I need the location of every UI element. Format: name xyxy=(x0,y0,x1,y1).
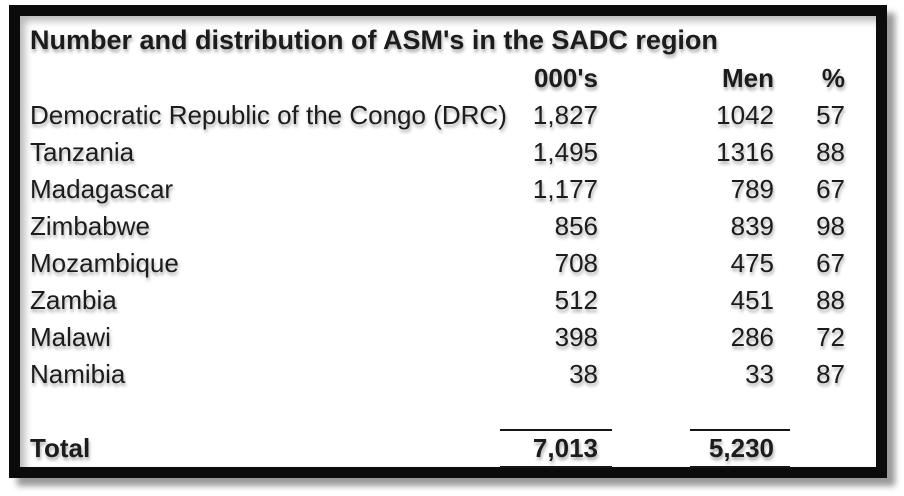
percent-cell: 57 xyxy=(816,100,845,130)
percent-cell: 98 xyxy=(816,211,845,241)
men-cell: 839 xyxy=(730,211,774,241)
men-cell: 1316 xyxy=(716,137,774,167)
total-label: Total xyxy=(30,433,91,463)
men-cell: 1042 xyxy=(716,100,774,130)
header-percent: % xyxy=(821,63,845,93)
thousands-cell: 512 xyxy=(554,285,598,315)
country-cell: Tanzania xyxy=(30,137,135,167)
header-country xyxy=(20,60,500,97)
country-cell: Zambia xyxy=(30,285,117,315)
men-cell: 451 xyxy=(730,285,774,315)
percent-cell: 87 xyxy=(816,359,845,389)
percent-cell: 88 xyxy=(816,137,845,167)
table-row: Madagascar 1,177 789 67 xyxy=(20,171,850,208)
men-total-rule xyxy=(690,393,790,431)
country-cell: Namibia xyxy=(30,359,126,389)
country-cell: Madagascar xyxy=(30,174,174,204)
header-gap-2 xyxy=(790,60,800,97)
table-row: Zambia 512 451 88 xyxy=(20,282,850,319)
header-men: Men xyxy=(722,63,774,93)
percent-cell: 88 xyxy=(816,285,845,315)
men-cell: 33 xyxy=(745,359,774,389)
thousands-total-rule xyxy=(500,393,612,431)
table-row: Tanzania 1,495 1316 88 xyxy=(20,134,850,171)
percent-cell: 67 xyxy=(816,248,845,278)
thousands-cell: 38 xyxy=(569,359,598,389)
asm-table-frame: Number and distribution of ASM's in the … xyxy=(9,5,887,478)
country-cell: Zimbabwe xyxy=(30,211,150,241)
total-men: 5,230 xyxy=(690,430,790,468)
percent-cell: 72 xyxy=(816,322,845,352)
percent-cell: 67 xyxy=(816,174,845,204)
country-cell: Democratic Republic of the Congo (DRC) xyxy=(30,100,507,130)
total-row: Total 7,013 5,230 xyxy=(20,430,850,468)
table-row: Zimbabwe 856 839 98 xyxy=(20,208,850,245)
totals-separator-row xyxy=(20,393,850,431)
total-thousands: 7,013 xyxy=(500,430,612,468)
header-thousands: 000's xyxy=(533,63,598,93)
table-row: Malawi 398 286 72 xyxy=(20,319,850,356)
thousands-cell: 708 xyxy=(554,248,598,278)
men-cell: 789 xyxy=(730,174,774,204)
asm-table-content: Number and distribution of ASM's in the … xyxy=(20,16,876,468)
men-cell: 475 xyxy=(730,248,774,278)
men-cell: 286 xyxy=(730,322,774,352)
country-cell: Malawi xyxy=(30,322,111,352)
table-title: Number and distribution of ASM's in the … xyxy=(30,25,718,55)
header-gap-1 xyxy=(612,60,690,97)
table-row: Namibia 38 33 87 xyxy=(20,356,850,393)
asm-table: 000's Men % Democratic Republic of the C… xyxy=(20,60,850,468)
table-row: Mozambique 708 475 67 xyxy=(20,245,850,282)
thousands-cell: 1,495 xyxy=(532,137,598,167)
thousands-cell: 1,177 xyxy=(532,174,598,204)
thousands-cell: 1,827 xyxy=(532,100,598,130)
header-row: 000's Men % xyxy=(20,60,850,97)
table-row: Democratic Republic of the Congo (DRC) 1… xyxy=(20,97,850,134)
country-cell: Mozambique xyxy=(30,248,179,278)
thousands-cell: 398 xyxy=(554,322,598,352)
thousands-cell: 856 xyxy=(554,211,598,241)
